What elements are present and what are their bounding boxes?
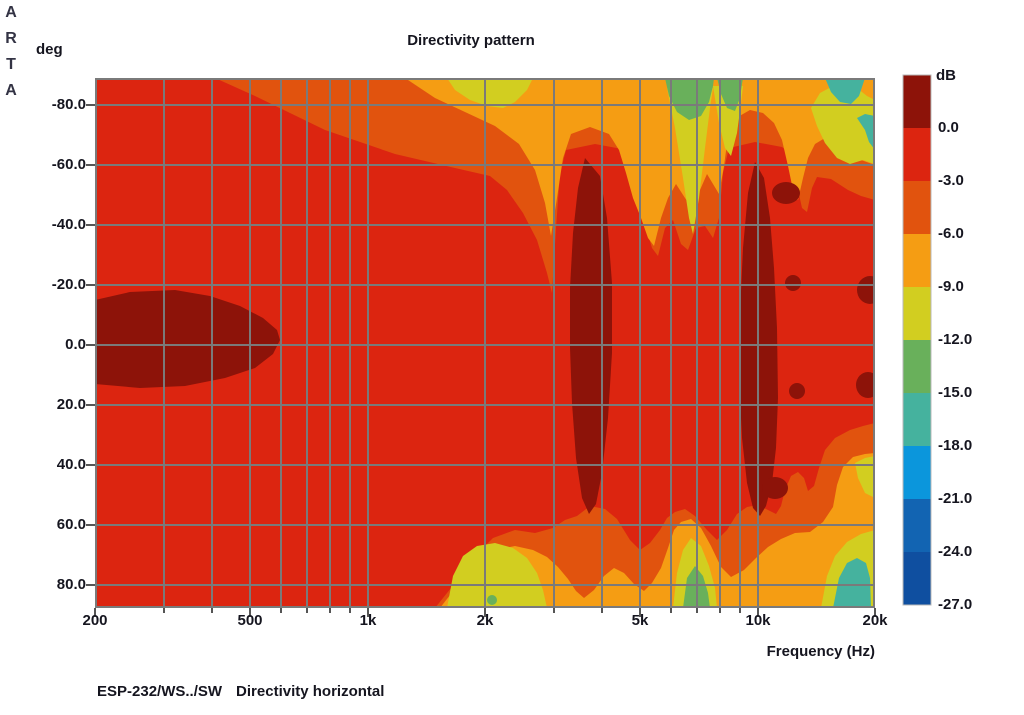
contour-spot-0_peak xyxy=(785,275,801,291)
colorbar-segment xyxy=(903,446,931,499)
caption-text: Directivity horizontal xyxy=(236,683,385,700)
arta-watermark: A R T A xyxy=(5,4,17,99)
contour-spot-0_peak xyxy=(762,477,788,499)
contour-region--9 xyxy=(667,88,713,234)
contour-region--12 xyxy=(717,78,743,111)
colorbar-tick-label: -3.0 xyxy=(938,172,964,189)
contour-region--15 xyxy=(825,78,865,104)
y-axis-unit-label: deg xyxy=(36,41,63,58)
contour-region--12 xyxy=(665,78,714,120)
contour-spot-0_peak xyxy=(857,276,875,304)
colorbar-segment xyxy=(903,552,931,605)
y-tick-label: 60.0 xyxy=(56,516,86,533)
colorbar-unit-label: dB xyxy=(936,67,956,84)
y-tick-label: -60.0 xyxy=(51,156,86,173)
x-tick-label: 200 xyxy=(82,612,108,629)
colorbar-tick-label: -6.0 xyxy=(938,225,964,242)
colorbar-segment xyxy=(903,128,931,181)
contour-spot--12 xyxy=(487,595,497,605)
colorbar-tick-label: -12.0 xyxy=(938,331,973,348)
colorbar-segment xyxy=(903,181,931,234)
plot-border xyxy=(95,78,875,608)
caption: ESP-232/WS../SW Directivity horizontal xyxy=(97,684,384,700)
y-tick-label: 20.0 xyxy=(56,396,86,413)
contour-region--15 xyxy=(857,114,875,150)
colorbar-segment xyxy=(903,340,931,393)
x-axis-label: Frequency (Hz) xyxy=(766,643,875,660)
contour-layers xyxy=(95,78,875,608)
colorbar-tick-label: -21.0 xyxy=(938,490,973,507)
y-tick-label: 80.0 xyxy=(56,576,86,593)
colorbar-frame xyxy=(902,74,932,606)
x-tick-label: 1k xyxy=(359,612,377,629)
contour-region-0_peak xyxy=(95,290,280,388)
contour-region--6 xyxy=(440,453,875,608)
colorbar-tick-label: -9.0 xyxy=(938,278,964,295)
x-tick-label: 500 xyxy=(237,612,263,629)
x-tick-label: 20k xyxy=(862,612,888,629)
contour-region--15 xyxy=(833,558,871,608)
colorbar-segment xyxy=(903,234,931,287)
x-tick-label: 10k xyxy=(745,612,771,629)
caption-model: ESP-232/WS../SW xyxy=(97,683,223,700)
contour-spot-0_peak xyxy=(856,372,875,398)
colorbar-segment xyxy=(903,499,931,552)
colorbar-tick-label: -24.0 xyxy=(938,543,973,560)
contour-spot-0_peak xyxy=(772,182,800,204)
colorbar-segment xyxy=(903,393,931,446)
y-tick-label: -40.0 xyxy=(51,216,86,233)
x-tick-label: 5k xyxy=(631,612,649,629)
contour-spot-0_peak xyxy=(789,383,805,399)
contour-region--9 xyxy=(447,78,533,108)
colorbar-segment xyxy=(903,75,931,128)
colorbar-tick-label: -18.0 xyxy=(938,437,973,454)
y-tick-label: -20.0 xyxy=(51,276,86,293)
colorbar-segment xyxy=(903,287,931,340)
y-tick-label: -80.0 xyxy=(51,96,86,113)
colorbar-tick-label: 0.0 xyxy=(938,119,959,136)
contour-region--9 xyxy=(447,543,547,608)
y-tick-label: 40.0 xyxy=(56,456,86,473)
y-tick-label: 0.0 xyxy=(65,336,86,353)
contour-region--9 xyxy=(855,456,875,498)
chart-title: Directivity pattern xyxy=(407,32,535,49)
colorbar-tick-label: -27.0 xyxy=(938,596,973,613)
colorbar-tick-label: -15.0 xyxy=(938,384,973,401)
x-tick-label: 2k xyxy=(476,612,494,629)
